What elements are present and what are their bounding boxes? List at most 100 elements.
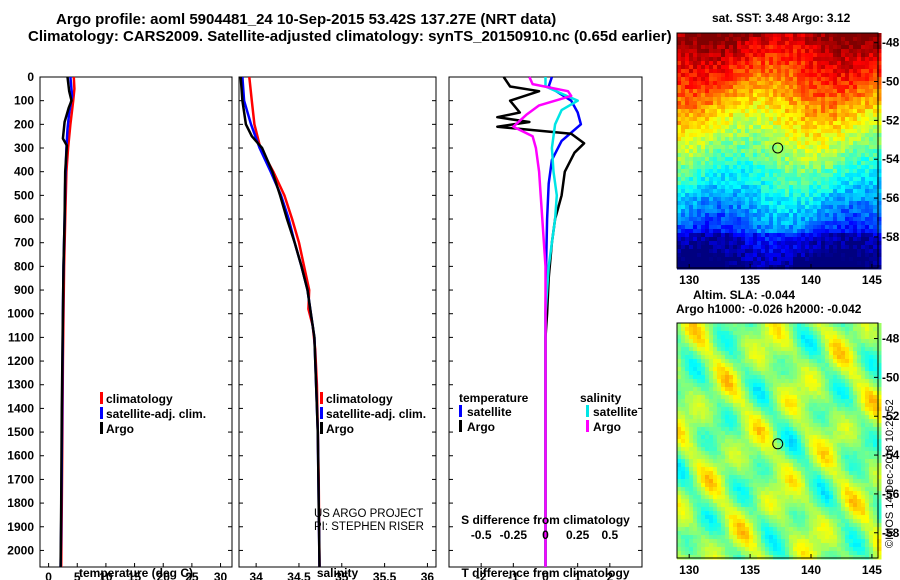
map-cell xyxy=(793,65,798,70)
map-cell xyxy=(721,85,726,90)
map-cell xyxy=(741,323,746,328)
map-cell xyxy=(805,65,810,70)
map-cell xyxy=(753,379,758,384)
map-cell xyxy=(829,121,834,126)
map-cell xyxy=(853,177,858,182)
map-cell xyxy=(817,241,822,246)
map-cell xyxy=(877,331,882,336)
map-cell xyxy=(853,447,858,452)
map-cell xyxy=(789,145,794,150)
map-cell xyxy=(805,371,810,376)
map-cell xyxy=(749,359,754,364)
map-cell xyxy=(829,447,834,452)
map-cell xyxy=(681,249,686,254)
map-cell xyxy=(773,375,778,380)
map-cell xyxy=(789,443,794,448)
map-cell xyxy=(681,367,686,372)
map-cell xyxy=(825,229,830,234)
map-cell xyxy=(801,327,806,332)
map-cell xyxy=(809,157,814,162)
map-cell xyxy=(865,447,870,452)
map-cell xyxy=(713,355,718,360)
map-cell xyxy=(817,49,822,54)
map-cell xyxy=(769,351,774,356)
map-cell xyxy=(721,451,726,456)
map-cell xyxy=(769,359,774,364)
map-cell xyxy=(749,69,754,74)
map-cell xyxy=(765,125,770,130)
map-cell xyxy=(749,217,754,222)
map-cell xyxy=(801,335,806,340)
map-cell xyxy=(737,33,742,38)
map-cell xyxy=(753,85,758,90)
map-cell xyxy=(693,193,698,198)
map-cell xyxy=(725,125,730,130)
map-cell xyxy=(825,173,830,178)
map-cell xyxy=(745,69,750,74)
map-cell xyxy=(721,65,726,70)
map-cell xyxy=(677,89,682,94)
map-cell xyxy=(781,105,786,110)
map-cell xyxy=(717,375,722,380)
map-cell xyxy=(713,149,718,154)
map-cell xyxy=(745,137,750,142)
map-cell xyxy=(753,169,758,174)
map-cell xyxy=(765,233,770,238)
map-cell xyxy=(757,97,762,102)
map-cell xyxy=(833,367,838,372)
map-cell xyxy=(733,101,738,106)
map-cell xyxy=(745,161,750,166)
map-cell xyxy=(769,367,774,372)
map-cell xyxy=(769,41,774,46)
map-cell xyxy=(789,185,794,190)
map-cell xyxy=(769,153,774,158)
map-cell xyxy=(841,339,846,344)
map-cell xyxy=(709,427,714,432)
map-cell xyxy=(853,121,858,126)
map-cell xyxy=(805,225,810,230)
map-cell xyxy=(741,367,746,372)
map-cell xyxy=(713,165,718,170)
map-cell xyxy=(729,241,734,246)
map-cell xyxy=(817,109,822,114)
map-cell xyxy=(813,367,818,372)
map-cell xyxy=(821,45,826,50)
map-cell xyxy=(865,217,870,222)
map-cell xyxy=(825,331,830,336)
map-cell xyxy=(853,229,858,234)
map-cell xyxy=(749,403,754,408)
map-cell xyxy=(869,383,874,388)
map-cell xyxy=(813,261,818,266)
x-tick-label: 34 xyxy=(249,570,263,580)
map-cell xyxy=(781,257,786,262)
map-cell xyxy=(801,237,806,242)
map-cell xyxy=(745,189,750,194)
map-cell xyxy=(745,387,750,392)
map-cell xyxy=(717,49,722,54)
map-cell xyxy=(773,117,778,122)
map-cell xyxy=(697,185,702,190)
map-cell xyxy=(753,261,758,266)
map-cell xyxy=(765,53,770,58)
pi-annotation: US ARGO PROJECT xyxy=(314,508,423,520)
map-cell xyxy=(833,205,838,210)
map-cell xyxy=(741,221,746,226)
map-cell xyxy=(869,45,874,50)
map-cell xyxy=(761,411,766,416)
map-cell xyxy=(845,45,850,50)
map-cell xyxy=(793,395,798,400)
map-cell xyxy=(809,261,814,266)
map-cell xyxy=(705,165,710,170)
map-cell xyxy=(777,339,782,344)
map-cell xyxy=(845,395,850,400)
map-cell xyxy=(781,177,786,182)
map-cell xyxy=(721,327,726,332)
map-cell xyxy=(813,403,818,408)
x-tick-label: 1 xyxy=(574,570,581,580)
map-cell xyxy=(705,261,710,266)
map-cell xyxy=(717,431,722,436)
map-cell xyxy=(861,375,866,380)
map-cell xyxy=(757,447,762,452)
map-cell xyxy=(733,347,738,352)
map-cell xyxy=(865,37,870,42)
